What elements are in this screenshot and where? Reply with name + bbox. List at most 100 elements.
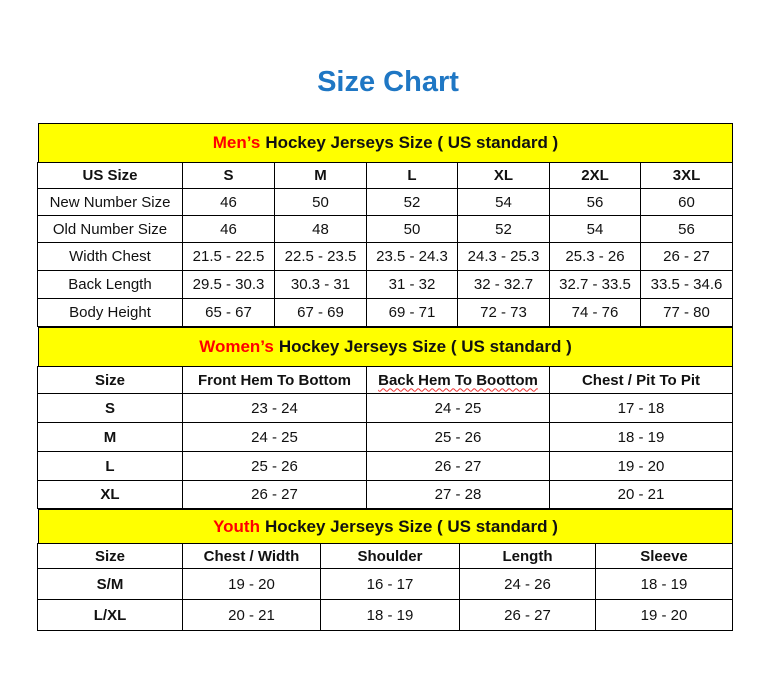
men-table-cell: 26 - 27 [640,242,733,271]
men-table-cell: 23.5 - 24.3 [366,242,458,271]
men-table-cell: 74 - 76 [549,298,641,327]
cell-text: Length [502,547,553,565]
cell-text: 25 - 26 [251,457,298,475]
youth-table-cell: 16 - 17 [320,568,460,600]
cell-text: 50 [312,193,329,211]
cell-text: S/M [96,575,124,593]
cell-text: 27 - 28 [434,486,482,503]
women-table-cell: 19 - 20 [549,451,733,481]
men-column-header: L [366,162,458,189]
men-row-label: Back Length [37,270,183,299]
youth-table-cell: 18 - 19 [320,599,460,631]
cell-text: 33.5 - 34.6 [650,276,723,293]
men-table-cell: 67 - 69 [274,298,367,327]
cell-text: 3XL [672,167,701,184]
cell-text: 19 - 20 [617,457,665,475]
cell-text: 2XL [581,167,609,184]
women-table-cell: 24 - 25 [366,393,550,423]
cell-text: 69 - 71 [388,304,436,321]
men-table-cell: 32 - 32.7 [457,270,550,299]
cell-text: 24 - 25 [251,428,298,446]
cell-text: 29.5 - 30.3 [192,276,265,293]
men-column-header: XL [457,162,550,189]
men-table-cell: 56 [640,215,733,243]
cell-text: 32 - 32.7 [473,276,534,293]
men-section-header: Men’s Hockey Jerseys Size ( US standard … [38,123,733,163]
cell-text: M [314,167,327,184]
youth-highlight: Youth [213,516,260,536]
women-table-cell: 26 - 27 [366,451,550,481]
cell-text: Chest / Pit To Pit [581,371,701,389]
women-row-label: S [37,393,183,423]
cell-text: 24.3 - 25.3 [467,248,540,265]
women-heading: Hockey Jerseys Size ( US standard ) [278,337,572,356]
cell-text: 67 - 69 [297,304,344,321]
cell-text: 16 - 17 [366,575,414,593]
cell-text: 24 - 26 [504,575,551,593]
women-table-cell: 26 - 27 [182,480,367,509]
cell-text: Width Chest [69,248,151,265]
men-table-cell: 25.3 - 26 [549,242,641,271]
youth-heading: Hockey Jerseys Size ( US standard ) [264,516,558,536]
youth-row-label: L/XL [37,599,183,631]
women-table-cell: 25 - 26 [366,422,550,452]
cell-text: 17 - 18 [617,399,665,417]
men-row-label: Width Chest [37,242,183,271]
women-column-header: Size [37,366,183,394]
men-table-cell: 33.5 - 34.6 [640,270,733,299]
cell-text: 18 - 19 [640,575,688,593]
men-column-header: 3XL [640,162,733,189]
cell-text: 23.5 - 24.3 [376,248,448,265]
men-table-cell: 54 [549,215,641,243]
cell-text: Sleeve [640,547,688,565]
cell-text: Body Height [69,304,151,321]
men-table-cell: 32.7 - 33.5 [549,270,641,299]
cell-text: 25 - 26 [434,428,482,446]
men-table-cell: 22.5 - 23.5 [274,242,367,271]
cell-text: 19 - 20 [640,606,688,624]
cell-text: Chest / Width [203,547,300,565]
cell-text: 23 - 24 [251,399,298,417]
men-column-header: S [182,162,275,189]
cell-text: 46 [220,193,237,211]
cell-text: 31 - 32 [388,276,436,293]
cell-text: 77 - 80 [663,304,710,321]
women-table-cell: 24 - 25 [182,422,367,452]
cell-text: 26 - 27 [504,606,551,624]
men-table-cell: 24.3 - 25.3 [457,242,550,271]
cell-text: 19 - 20 [228,575,275,593]
women-row-label: L [37,451,183,481]
cell-text: 32.7 - 33.5 [559,276,631,293]
cell-text: Size [94,371,125,389]
women-table-cell: 17 - 18 [549,393,733,423]
men-table-cell: 29.5 - 30.3 [182,270,275,299]
men-table-cell: 52 [457,215,550,243]
women-table-cell: 25 - 26 [182,451,367,481]
men-table-cell: 72 - 73 [457,298,550,327]
cell-text: 65 - 67 [205,304,252,321]
cell-text: Size [94,547,125,565]
cell-text: 60 [678,193,695,211]
youth-table-cell: 26 - 27 [459,599,596,631]
women-table-cell: 27 - 28 [366,480,550,509]
men-table-cell: 77 - 80 [640,298,733,327]
cell-text: 26 - 27 [251,486,298,503]
youth-column-header: Size [37,543,183,569]
men-table-cell: 52 [366,188,458,216]
youth-table-cell: 19 - 20 [182,568,321,600]
cell-text: 18 - 19 [366,606,414,624]
cell-text: 52 [495,220,512,238]
cell-text: 56 [678,220,695,238]
cell-text: 54 [586,220,604,238]
youth-column-header: Sleeve [595,543,733,569]
men-table-cell: 46 [182,215,275,243]
cell-text: 54 [495,193,512,211]
cell-text: 52 [403,193,421,211]
women-row-label: M [37,422,183,452]
men-table-cell: 46 [182,188,275,216]
women-table-cell: 20 - 21 [549,480,733,509]
youth-column-header: Shoulder [320,543,460,569]
women-column-header: Chest / Pit To Pit [549,366,733,394]
men-table-cell: 50 [366,215,458,243]
cell-text: Shoulder [357,547,423,565]
